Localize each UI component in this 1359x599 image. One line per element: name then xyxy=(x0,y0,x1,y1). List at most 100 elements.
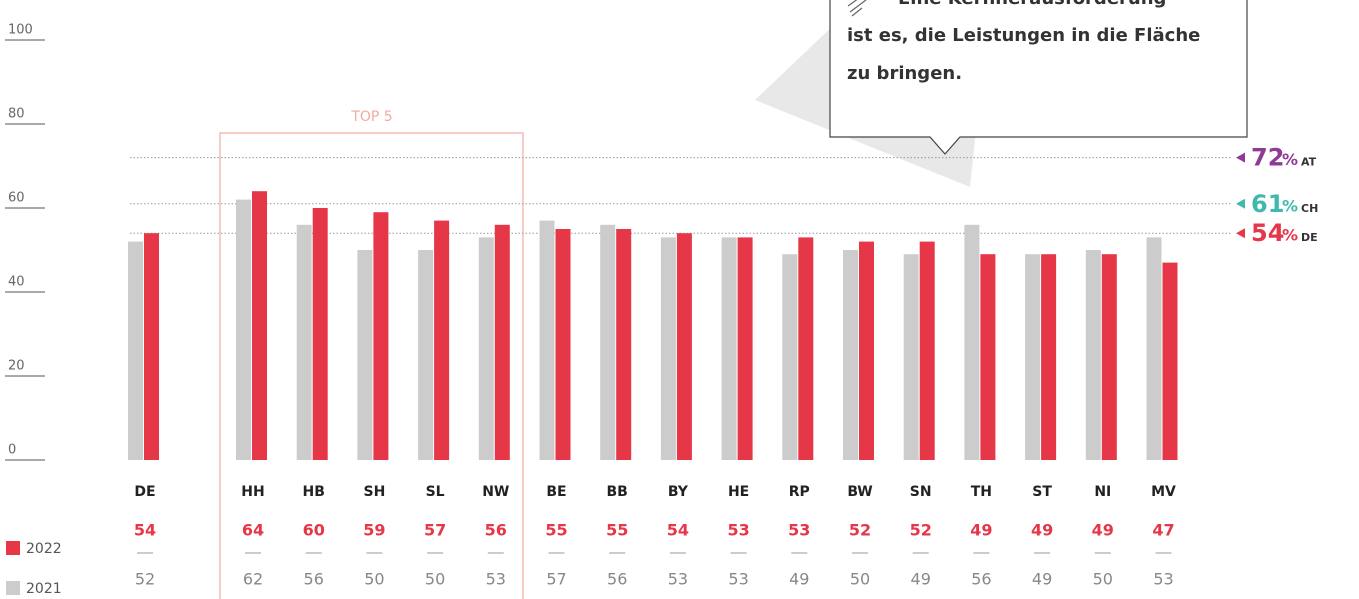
bar xyxy=(859,241,874,460)
bar xyxy=(964,224,980,460)
value-label-2022: 55 xyxy=(545,521,567,540)
y-tick-label: 40 xyxy=(8,275,25,290)
x-tick-label: HE xyxy=(728,484,749,500)
value-label-2022: 53 xyxy=(788,521,810,540)
callout-text: zu bringen. xyxy=(847,63,962,84)
bar xyxy=(312,208,328,460)
x-tick-label: SH xyxy=(363,484,385,500)
bar xyxy=(980,254,996,460)
reference-arrow xyxy=(1236,152,1245,163)
y-tick-label: 80 xyxy=(8,107,25,122)
bar xyxy=(418,250,434,460)
reference-unit: % xyxy=(1282,226,1298,245)
reference-unit: % xyxy=(1282,150,1298,169)
callout-icon xyxy=(847,0,867,17)
value-label-2021: 56 xyxy=(304,570,324,589)
bar xyxy=(357,250,373,460)
value-label-2022: 52 xyxy=(910,521,932,540)
x-tick-label: HH xyxy=(241,484,264,500)
value-label-2021: 56 xyxy=(607,570,627,589)
bar xyxy=(478,237,494,460)
value-label-2022: 54 xyxy=(134,521,156,540)
bar xyxy=(616,229,632,460)
reference-value: 54 xyxy=(1251,219,1284,247)
bar xyxy=(434,220,450,460)
top5-label: TOP 5 xyxy=(350,109,392,125)
x-tick-label: NW xyxy=(482,484,509,500)
bar xyxy=(252,191,267,460)
x-tick-label: BE xyxy=(546,484,566,500)
value-label-2022: 57 xyxy=(424,521,446,540)
bar xyxy=(494,224,510,460)
value-label-2021: 50 xyxy=(1093,570,1113,589)
bar xyxy=(296,224,312,460)
reference-value: 72 xyxy=(1251,144,1284,172)
reference-code: CH xyxy=(1301,202,1318,215)
callout-text: Eine Kernherausforderung xyxy=(898,0,1166,9)
bar xyxy=(843,250,858,460)
bar xyxy=(676,233,692,460)
bar xyxy=(737,237,753,460)
y-tick-label: 20 xyxy=(8,359,25,374)
reference-code: DE xyxy=(1301,231,1318,244)
top5-box xyxy=(219,132,524,599)
y-tick-label: 0 xyxy=(8,443,16,458)
legend-swatch xyxy=(6,541,20,555)
value-label-2022: 52 xyxy=(849,521,871,540)
value-label-2021: 62 xyxy=(243,570,263,589)
y-tick-label: 60 xyxy=(8,191,25,206)
x-tick-label: MV xyxy=(1151,484,1176,500)
x-tick-label: SL xyxy=(426,484,445,500)
bar xyxy=(600,224,616,460)
bar xyxy=(1146,237,1162,460)
callout-box xyxy=(829,0,1248,155)
bar xyxy=(903,254,919,460)
reference-value: 61 xyxy=(1251,190,1284,218)
bar xyxy=(798,237,814,460)
bar xyxy=(1101,254,1117,460)
value-label-2021: 53 xyxy=(668,570,688,589)
value-label-2022: 47 xyxy=(1152,521,1174,540)
value-label-2021: 53 xyxy=(728,570,748,589)
value-label-2021: 49 xyxy=(789,570,809,589)
x-tick-label: NI xyxy=(1094,484,1111,500)
reference-arrow xyxy=(1236,228,1245,239)
x-tick-label: BW xyxy=(847,484,872,500)
value-label-2021: 50 xyxy=(425,570,445,589)
value-label-2022: 54 xyxy=(667,521,689,540)
value-label-2022: 53 xyxy=(727,521,749,540)
value-label-2022: 60 xyxy=(303,521,325,540)
bar xyxy=(782,254,798,460)
value-label-2022: 64 xyxy=(242,521,264,540)
bar xyxy=(1085,250,1101,460)
x-tick-label: DE xyxy=(134,484,155,500)
bar xyxy=(721,237,737,460)
x-tick-label: BY xyxy=(668,484,689,500)
bar xyxy=(555,229,571,460)
x-tick-label: TH xyxy=(971,484,992,500)
value-label-2021: 56 xyxy=(971,570,991,589)
bar xyxy=(128,241,143,460)
callout-text: ist es, die Leistungen in die Fläche xyxy=(847,25,1200,46)
value-label-2021: 53 xyxy=(1153,570,1173,589)
reference-arrow xyxy=(1236,198,1245,209)
value-label-2022: 55 xyxy=(606,521,628,540)
value-label-2022: 49 xyxy=(1031,521,1053,540)
value-label-2021: 49 xyxy=(1032,570,1052,589)
bar xyxy=(1041,254,1057,460)
bar xyxy=(660,237,676,460)
bar xyxy=(1025,254,1041,460)
value-label-2022: 59 xyxy=(363,521,385,540)
bar xyxy=(919,241,935,460)
legend-label: 2021 xyxy=(26,581,62,597)
value-label-2021: 50 xyxy=(850,570,870,589)
reference-unit: % xyxy=(1282,196,1298,215)
y-tick-label: 100 xyxy=(8,23,33,38)
bar xyxy=(539,220,555,460)
bar xyxy=(144,233,159,460)
value-label-2021: 57 xyxy=(546,570,566,589)
legend-swatch xyxy=(6,581,20,595)
value-label-2021: 50 xyxy=(364,570,384,589)
bar xyxy=(1162,262,1178,460)
reference-code: AT xyxy=(1301,156,1317,169)
